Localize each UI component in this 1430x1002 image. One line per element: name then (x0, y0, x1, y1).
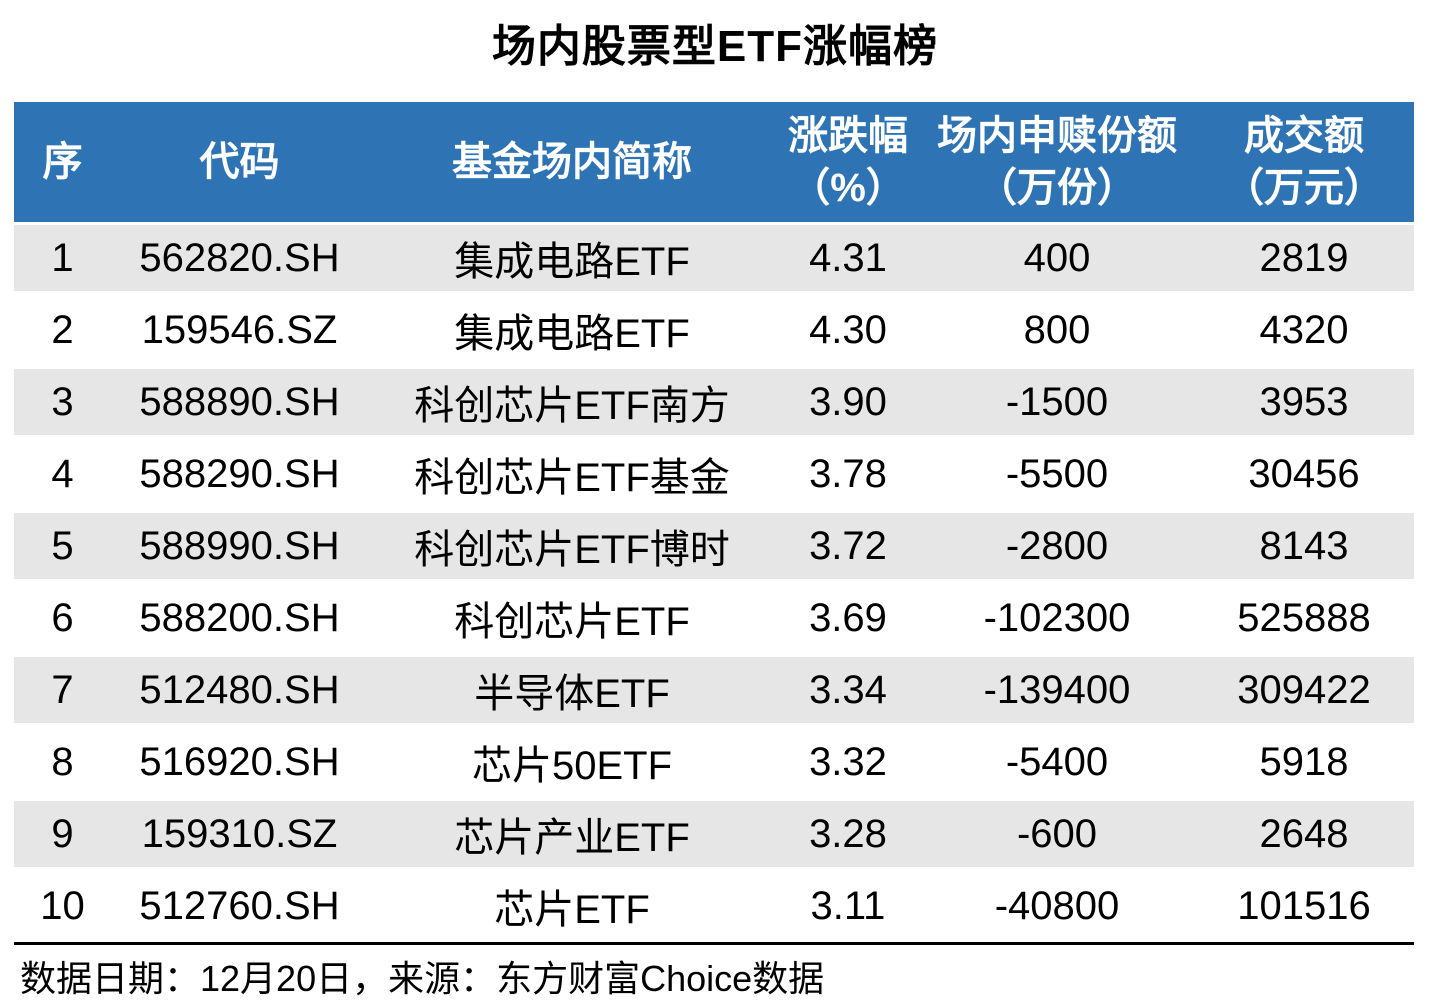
cell-code: 159546.SZ (141, 307, 338, 352)
cell-shares: 800 (1023, 307, 1091, 352)
cell-shares: -139400 (983, 667, 1131, 712)
cell-name: 科创芯片ETF基金 (414, 456, 730, 500)
cell-code: 588200.SH (139, 595, 340, 640)
cell-name: 科创芯片ETF博时 (414, 528, 730, 572)
cell-shares: -5400 (1005, 739, 1109, 784)
cell-shares: -102300 (983, 595, 1131, 640)
data-source-note: 数据日期：12月20日，来源：东方财富Choice数据 (20, 958, 825, 999)
table-row: 9 159310.SZ 芯片产业ETF 3.28 -600 2648 (14, 798, 1414, 870)
cell-code: 512480.SH (139, 667, 340, 712)
cell-shares: -1500 (1005, 379, 1109, 424)
cell-name: 半导体ETF (474, 672, 670, 716)
cell-change-pct: 3.90 (809, 379, 887, 424)
cell-turnover: 5918 (1259, 739, 1349, 784)
cell-turnover: 30456 (1248, 451, 1360, 496)
cell-turnover: 8143 (1259, 523, 1349, 568)
cell-name: 芯片50ETF (471, 744, 673, 788)
page-title: 场内股票型ETF涨幅榜 (491, 22, 939, 71)
cell-change-pct: 3.32 (809, 739, 887, 784)
table-row: 10 512760.SH 芯片ETF 3.11 -40800 101516 (14, 870, 1414, 942)
cell-code: 516920.SH (139, 739, 340, 784)
cell-rank: 2 (51, 307, 74, 352)
column-header-shares: 场内申赎份额 （万份） (937, 114, 1177, 210)
table-row: 2 159546.SZ 集成电路ETF 4.30 800 4320 (14, 294, 1414, 366)
cell-rank: 6 (51, 595, 74, 640)
cell-code: 512760.SH (139, 883, 340, 928)
table-body: 1 562820.SH 集成电路ETF 4.31 400 2819 2 159546.SZ 集成… (14, 222, 1414, 942)
cell-code: 159310.SZ (141, 811, 338, 856)
cell-change-pct: 3.11 (810, 883, 886, 928)
cell-rank: 7 (51, 667, 74, 712)
cell-name: 芯片ETF (494, 888, 650, 932)
cell-code: 562820.SH (139, 235, 340, 280)
cell-turnover: 101516 (1237, 883, 1371, 928)
cell-rank: 9 (51, 811, 74, 856)
cell-code: 588890.SH (139, 379, 340, 424)
cell-rank: 4 (51, 451, 74, 496)
table-row: 3 588890.SH 科创芯片ETF南方 3.90 -1500 3953 (14, 366, 1414, 438)
column-header-rank: 序 (42, 140, 83, 184)
cell-turnover: 2819 (1259, 235, 1349, 280)
cell-rank: 10 (40, 883, 85, 928)
cell-shares: 400 (1023, 235, 1091, 280)
cell-change-pct: 3.28 (809, 811, 887, 856)
column-header-code: 代码 (199, 140, 280, 184)
etf-gainers-table: 序 代码 基金场内简称 涨跌幅 （%） 场内申赎份额 （万份） 成交额 （万元） 1 562820… (14, 102, 1414, 942)
cell-change-pct: 4.30 (809, 307, 887, 352)
cell-turnover: 309422 (1237, 667, 1371, 712)
table-row: 5 588990.SH 科创芯片ETF博时 3.72 -2800 8143 (14, 510, 1414, 582)
cell-change-pct: 3.78 (809, 451, 887, 496)
cell-change-pct: 4.31 (809, 235, 887, 280)
cell-name: 芯片产业ETF (454, 816, 690, 860)
table-row: 7 512480.SH 半导体ETF 3.34 -139400 309422 (14, 654, 1414, 726)
cell-turnover: 2648 (1259, 811, 1349, 856)
footer-divider (14, 942, 1414, 945)
cell-shares: -2800 (1005, 523, 1109, 568)
cell-name: 科创芯片ETF南方 (414, 384, 730, 428)
cell-turnover: 525888 (1237, 595, 1371, 640)
table-header-row: 序 代码 基金场内简称 涨跌幅 （%） 场内申赎份额 （万份） 成交额 （万元） (14, 102, 1414, 222)
cell-code: 588990.SH (139, 523, 340, 568)
cell-change-pct: 3.69 (809, 595, 887, 640)
cell-shares: -600 (1016, 811, 1098, 856)
column-header-change-pct: 涨跌幅 （%） (788, 114, 908, 210)
column-header-turnover: 成交额 （万元） (1224, 114, 1384, 210)
cell-change-pct: 3.72 (809, 523, 887, 568)
table-row: 8 516920.SH 芯片50ETF 3.32 -5400 5918 (14, 726, 1414, 798)
cell-name: 科创芯片ETF (454, 600, 690, 644)
column-header-name: 基金场内简称 (452, 140, 692, 184)
cell-shares: -40800 (994, 883, 1120, 928)
cell-change-pct: 3.34 (809, 667, 887, 712)
cell-turnover: 3953 (1259, 379, 1349, 424)
cell-code: 588290.SH (139, 451, 340, 496)
cell-rank: 8 (51, 739, 74, 784)
table-row: 1 562820.SH 集成电路ETF 4.31 400 2819 (14, 222, 1414, 294)
cell-rank: 3 (51, 379, 74, 424)
cell-turnover: 4320 (1259, 307, 1349, 352)
cell-rank: 1 (51, 235, 74, 280)
cell-rank: 5 (51, 523, 74, 568)
table-row: 6 588200.SH 科创芯片ETF 3.69 -102300 525888 (14, 582, 1414, 654)
table-row: 4 588290.SH 科创芯片ETF基金 3.78 -5500 30456 (14, 438, 1414, 510)
cell-name: 集成电路ETF (454, 240, 690, 284)
cell-name: 集成电路ETF (454, 312, 690, 356)
cell-shares: -5500 (1005, 451, 1109, 496)
